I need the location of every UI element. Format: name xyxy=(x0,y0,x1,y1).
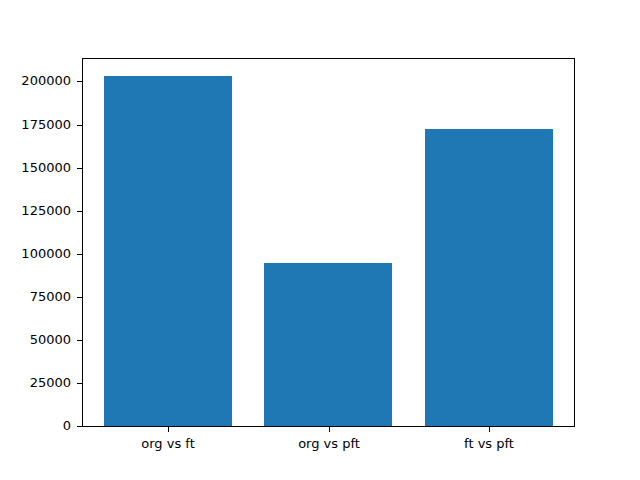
x-tick-label: org vs pft xyxy=(259,436,399,452)
y-tick-mark xyxy=(77,254,82,255)
y-tick-mark xyxy=(77,211,82,212)
figure: 0 25000 50000 75000 100000 125000 150000 175000… xyxy=(0,0,640,480)
y-tick-mark xyxy=(77,340,82,341)
y-tick-label: 200000 xyxy=(0,73,71,89)
bar-org-vs-ft xyxy=(104,76,232,426)
y-tick-mark xyxy=(77,168,82,169)
y-tick-label: 175000 xyxy=(0,117,71,133)
y-tick-label: 25000 xyxy=(0,375,71,391)
y-tick-label: 0 xyxy=(0,418,71,434)
x-tick-mark xyxy=(168,427,169,432)
y-tick-mark xyxy=(77,297,82,298)
x-tick-label: ft vs pft xyxy=(419,436,559,452)
y-tick-mark xyxy=(77,125,82,126)
y-tick-label: 75000 xyxy=(0,289,71,305)
y-tick-mark xyxy=(77,426,82,427)
y-tick-label: 125000 xyxy=(0,203,71,219)
y-tick-mark xyxy=(77,81,82,82)
y-tick-mark xyxy=(77,383,82,384)
bar-org-vs-pft xyxy=(264,263,392,426)
y-tick-label: 150000 xyxy=(0,160,71,176)
bar-ft-vs-pft xyxy=(425,129,553,426)
x-tick-mark xyxy=(329,427,330,432)
x-tick-label: org vs ft xyxy=(98,436,238,452)
y-tick-label: 100000 xyxy=(0,246,71,262)
x-tick-mark xyxy=(489,427,490,432)
y-tick-label: 50000 xyxy=(0,332,71,348)
